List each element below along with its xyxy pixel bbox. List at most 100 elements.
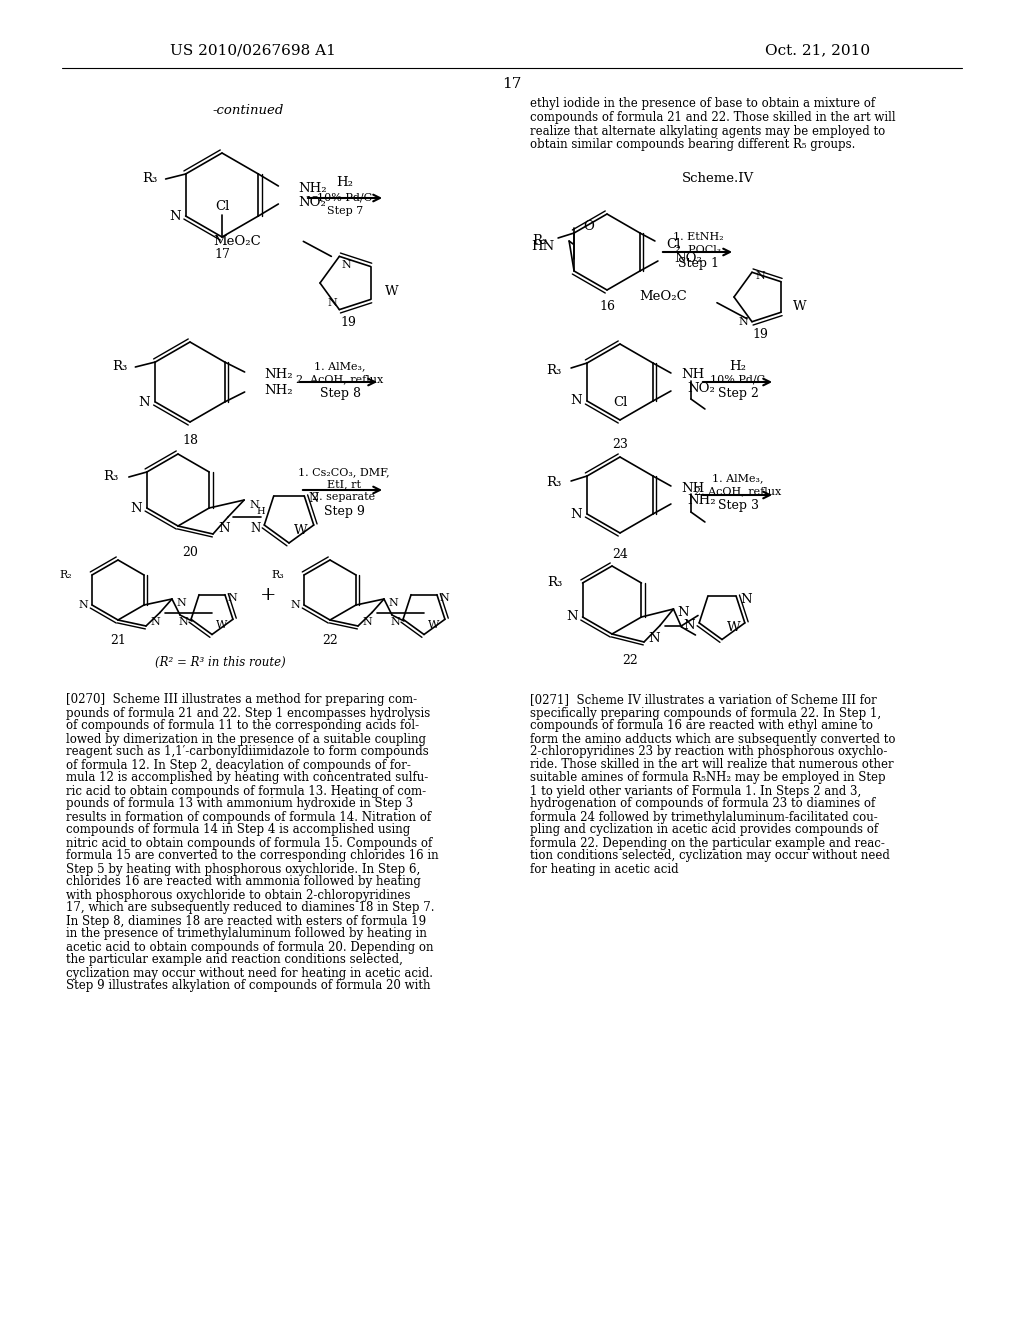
Text: 2. AcOH, reflux: 2. AcOH, reflux <box>694 486 781 496</box>
Text: W: W <box>793 300 807 313</box>
Text: NO₂: NO₂ <box>674 252 701 264</box>
Text: formula 24 followed by trimethylaluminum-facilitated cou-: formula 24 followed by trimethylaluminum… <box>530 810 878 824</box>
Text: N: N <box>648 631 659 644</box>
Text: N: N <box>740 593 752 606</box>
Text: 17, which are subsequently reduced to diamines 18 in Step 7.: 17, which are subsequently reduced to di… <box>66 902 434 915</box>
Text: R₃: R₃ <box>103 470 119 483</box>
Text: 2. separate: 2. separate <box>312 492 376 502</box>
Text: compounds of formula 14 in Step 4 is accomplished using: compounds of formula 14 in Step 4 is acc… <box>66 824 411 837</box>
Text: 10% Pd/C: 10% Pd/C <box>317 191 373 202</box>
Text: the particular example and reaction conditions selected,: the particular example and reaction cond… <box>66 953 402 966</box>
Text: Step 7: Step 7 <box>327 206 364 216</box>
Text: 1. EtNH₂: 1. EtNH₂ <box>673 232 723 242</box>
Text: Step 1: Step 1 <box>678 257 719 271</box>
Text: H₂: H₂ <box>729 359 746 372</box>
Text: ric acid to obtain compounds of formula 13. Heating of com-: ric acid to obtain compounds of formula … <box>66 784 426 797</box>
Text: Cl: Cl <box>666 239 680 252</box>
Text: H: H <box>256 507 265 516</box>
Text: Cl: Cl <box>215 201 229 214</box>
Text: 23: 23 <box>612 437 628 450</box>
Text: 17: 17 <box>503 77 521 91</box>
Text: chlorides 16 are reacted with ammonia followed by heating: chlorides 16 are reacted with ammonia fo… <box>66 875 421 888</box>
Text: of compounds of formula 11 to the corresponding acids fol-: of compounds of formula 11 to the corres… <box>66 719 419 733</box>
Text: Step 9 illustrates alkylation of compounds of formula 20 with: Step 9 illustrates alkylation of compoun… <box>66 979 430 993</box>
Text: Step 2: Step 2 <box>718 387 759 400</box>
Text: R₃: R₃ <box>112 360 127 374</box>
Text: obtain similar compounds bearing different R₅ groups.: obtain similar compounds bearing differe… <box>530 139 855 150</box>
Text: H₂: H₂ <box>337 177 353 190</box>
Text: N: N <box>570 395 582 408</box>
Text: N: N <box>228 593 238 603</box>
Text: 19: 19 <box>752 329 768 342</box>
Text: pling and cyclization in acetic acid provides compounds of: pling and cyclization in acetic acid pro… <box>530 824 879 837</box>
Text: cyclization may occur without need for heating in acetic acid.: cyclization may occur without need for h… <box>66 966 433 979</box>
Text: R₂: R₂ <box>532 234 548 247</box>
Text: formula 15 are converted to the corresponding chlorides 16 in: formula 15 are converted to the correspo… <box>66 850 438 862</box>
Text: acetic acid to obtain compounds of formula 20. Depending on: acetic acid to obtain compounds of formu… <box>66 940 433 953</box>
Text: (R² = R³ in this route): (R² = R³ in this route) <box>155 656 286 668</box>
Text: In Step 8, diamines 18 are reacted with esters of formula 19: In Step 8, diamines 18 are reacted with … <box>66 915 426 928</box>
Text: W: W <box>294 524 307 537</box>
Text: N: N <box>290 601 300 610</box>
Text: W: W <box>428 619 439 630</box>
Text: 19: 19 <box>340 317 356 330</box>
Text: form the amino adducts which are subsequently converted to: form the amino adducts which are subsequ… <box>530 733 896 746</box>
Text: 24: 24 <box>612 549 628 561</box>
Text: US 2010/0267698 A1: US 2010/0267698 A1 <box>170 44 336 57</box>
Text: ethyl iodide in the presence of base to obtain a mixture of: ethyl iodide in the presence of base to … <box>530 98 876 111</box>
Text: N: N <box>388 598 397 609</box>
Text: NH: NH <box>681 368 705 381</box>
Text: N: N <box>308 492 318 506</box>
Text: N: N <box>169 210 180 223</box>
Text: NH: NH <box>681 482 705 495</box>
Text: suitable amines of formula R₅NH₂ may be employed in Step: suitable amines of formula R₅NH₂ may be … <box>530 771 886 784</box>
Text: 20: 20 <box>182 545 198 558</box>
Text: [0271]  Scheme IV illustrates a variation of Scheme III for: [0271] Scheme IV illustrates a variation… <box>530 693 877 706</box>
Text: 22: 22 <box>323 634 338 647</box>
Text: HN: HN <box>530 239 554 252</box>
Text: Step 3: Step 3 <box>718 499 759 511</box>
Text: R₃: R₃ <box>546 477 561 490</box>
Text: O: O <box>583 219 594 232</box>
Text: with phosphorous oxychloride to obtain 2-chloropyridines: with phosphorous oxychloride to obtain 2… <box>66 888 411 902</box>
Text: N: N <box>738 317 748 327</box>
Text: NH₂: NH₂ <box>264 384 293 396</box>
Text: tion conditions selected, cyclization may occur without need: tion conditions selected, cyclization ma… <box>530 850 890 862</box>
Text: N: N <box>138 396 151 408</box>
Text: N: N <box>250 521 260 535</box>
Text: 22: 22 <box>623 653 638 667</box>
Text: 1. Cs₂CO₃, DMF,: 1. Cs₂CO₃, DMF, <box>298 467 390 477</box>
Text: ride. Those skilled in the art will realize that numerous other: ride. Those skilled in the art will real… <box>530 759 894 771</box>
Text: W: W <box>385 285 398 298</box>
Text: pounds of formula 21 and 22. Step 1 encompasses hydrolysis: pounds of formula 21 and 22. Step 1 enco… <box>66 706 430 719</box>
Text: N: N <box>678 606 689 619</box>
Text: N: N <box>684 619 695 632</box>
Text: Oct. 21, 2010: Oct. 21, 2010 <box>765 44 870 57</box>
Text: 2. POCl₃: 2. POCl₃ <box>675 246 722 255</box>
Text: Step 9: Step 9 <box>324 506 365 519</box>
Text: N: N <box>328 297 337 308</box>
Text: hydrogenation of compounds of formula 23 to diamines of: hydrogenation of compounds of formula 23… <box>530 797 876 810</box>
Text: mula 12 is accomplished by heating with concentrated sulfu-: mula 12 is accomplished by heating with … <box>66 771 428 784</box>
Text: Cl: Cl <box>612 396 627 408</box>
Text: N: N <box>176 598 185 609</box>
Text: 21: 21 <box>110 634 126 647</box>
Text: 17: 17 <box>214 248 230 261</box>
Text: specifically preparing compounds of formula 22. In Step 1,: specifically preparing compounds of form… <box>530 706 881 719</box>
Text: -continued: -continued <box>212 103 284 116</box>
Text: N: N <box>78 601 88 610</box>
Text: N: N <box>362 616 372 627</box>
Text: nitric acid to obtain compounds of formula 15. Compounds of: nitric acid to obtain compounds of formu… <box>66 837 432 850</box>
Text: 16: 16 <box>599 301 615 314</box>
Text: N: N <box>390 618 400 627</box>
Text: N: N <box>249 500 259 510</box>
Text: R₃: R₃ <box>271 570 284 579</box>
Text: pounds of formula 13 with ammonium hydroxide in Step 3: pounds of formula 13 with ammonium hydro… <box>66 797 413 810</box>
Text: NO₂: NO₂ <box>687 381 715 395</box>
Text: NH₂: NH₂ <box>687 495 716 507</box>
Text: W: W <box>216 619 227 630</box>
Text: realize that alternate alkylating agents may be employed to: realize that alternate alkylating agents… <box>530 124 886 137</box>
Text: NH₂: NH₂ <box>264 367 293 380</box>
Text: 18: 18 <box>182 433 198 446</box>
Text: 2-chloropyridines 23 by reaction with phosphorous oxychlo-: 2-chloropyridines 23 by reaction with ph… <box>530 746 888 759</box>
